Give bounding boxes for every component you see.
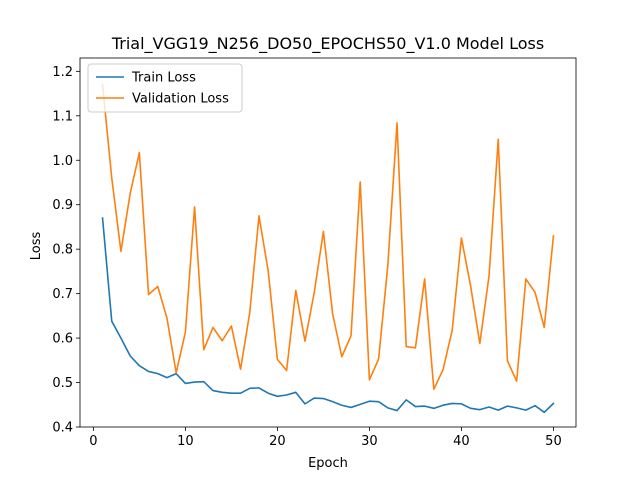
legend: Train Loss Validation Loss bbox=[87, 63, 243, 113]
y-tick-label: 0.7 bbox=[52, 287, 73, 302]
x-tick-label: 0 bbox=[89, 434, 97, 449]
x-tick-label: 40 bbox=[453, 434, 470, 449]
y-axis-label: Loss bbox=[29, 232, 44, 261]
y-tick-label: 1.0 bbox=[52, 154, 73, 169]
x-tick-label: 20 bbox=[269, 434, 286, 449]
chart-title: Trial_VGG19_N256_DO50_EPOCHS50_V1.0 Mode… bbox=[111, 34, 544, 54]
plot-background bbox=[80, 58, 576, 427]
series-line-train-loss bbox=[101, 217, 555, 414]
axes-frame bbox=[79, 57, 577, 428]
y-tick-label: 0.8 bbox=[52, 243, 73, 258]
y-tick-label: 1.1 bbox=[52, 109, 73, 124]
x-tick-label: 10 bbox=[177, 434, 194, 449]
y-tick-label: 0.5 bbox=[52, 376, 73, 391]
legend-box bbox=[87, 63, 243, 113]
plot-area: 0 10 20 30 40 50 0.4 0.5 0.6 0.7 0.8 0.9 1.0 1.1 1.2 bbox=[52, 57, 577, 449]
legend-label-validation-loss: Validation Loss bbox=[132, 92, 229, 107]
legend-label-train-loss: Train Loss bbox=[131, 71, 196, 86]
x-tick-label: 30 bbox=[361, 434, 378, 449]
y-tick-label: 0.6 bbox=[52, 332, 73, 347]
series-line-validation-loss bbox=[101, 83, 555, 391]
y-tick-label: 0.4 bbox=[52, 421, 73, 436]
x-tick-label: 50 bbox=[545, 434, 562, 449]
y-tick-label: 1.2 bbox=[52, 65, 73, 80]
x-axis-label: Epoch bbox=[308, 456, 348, 471]
y-tick-label: 0.9 bbox=[52, 198, 73, 213]
